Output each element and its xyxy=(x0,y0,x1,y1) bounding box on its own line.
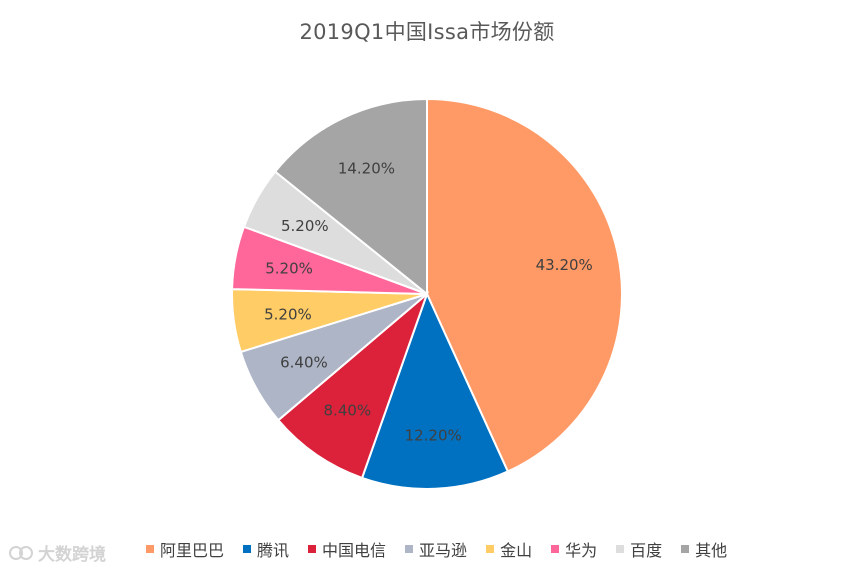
legend-item: 中国电信 xyxy=(308,537,386,561)
pie-slice-8 xyxy=(273,97,428,297)
legend-label: 金山 xyxy=(500,541,533,560)
pie-slices xyxy=(231,97,623,490)
pie-data-label-6: 5.20% xyxy=(265,260,313,278)
legend-item: 华为 xyxy=(551,537,597,561)
pie-data-label-8: 14.20% xyxy=(338,159,395,177)
legend-swatch xyxy=(146,545,154,553)
legend-swatch xyxy=(551,545,560,553)
legend-label: 阿里巴巴 xyxy=(160,541,225,560)
legend: 阿里巴巴 腾讯 中国电信 亚马逊 金山 华为 百度 其他 xyxy=(146,538,746,560)
legend-swatch xyxy=(243,545,252,553)
legend-label: 百度 xyxy=(630,541,663,560)
pie-data-label-4: 6.40% xyxy=(280,354,328,372)
pie-slice-3 xyxy=(276,290,430,480)
legend-item: 百度 xyxy=(616,537,662,561)
pie-slice-2 xyxy=(360,291,510,490)
legend-swatch xyxy=(616,545,625,553)
legend-swatch xyxy=(486,545,495,553)
legend-item: 阿里巴巴 xyxy=(146,537,224,561)
pie-data-label-5: 5.20% xyxy=(264,305,312,323)
watermark-text: 大数跨境 xyxy=(38,545,106,565)
chart-title: 2019Q1中国Issa市场份额 xyxy=(299,20,555,44)
legend-label: 腾讯 xyxy=(257,541,290,560)
legend-item: 腾讯 xyxy=(243,537,289,561)
legend-swatch xyxy=(681,545,690,553)
legend-swatch xyxy=(308,545,317,553)
pie-data-label-1: 43.20% xyxy=(536,256,593,274)
legend-item: 其他 xyxy=(681,537,727,561)
legend-label: 中国电信 xyxy=(322,541,387,560)
pie-data-label-2: 12.20% xyxy=(405,426,462,444)
pie-data-label-3: 8.40% xyxy=(324,402,372,420)
pie-slice-1 xyxy=(426,97,623,473)
watermark: 大数跨境 xyxy=(8,540,106,565)
legend-item: 金山 xyxy=(486,537,532,561)
legend-label: 华为 xyxy=(565,541,598,560)
brand-logo-icon xyxy=(9,545,33,560)
pie-data-label-7: 5.20% xyxy=(281,217,329,235)
legend-item: 亚马逊 xyxy=(405,537,467,561)
legend-label: 亚马逊 xyxy=(419,541,468,560)
legend-label: 其他 xyxy=(695,541,728,560)
pie-data-labels: 43.20% 12.20% 8.40% 6.40% 5.20% 5.20% 5.20% 14.… xyxy=(264,159,593,444)
legend-swatch xyxy=(405,545,414,553)
